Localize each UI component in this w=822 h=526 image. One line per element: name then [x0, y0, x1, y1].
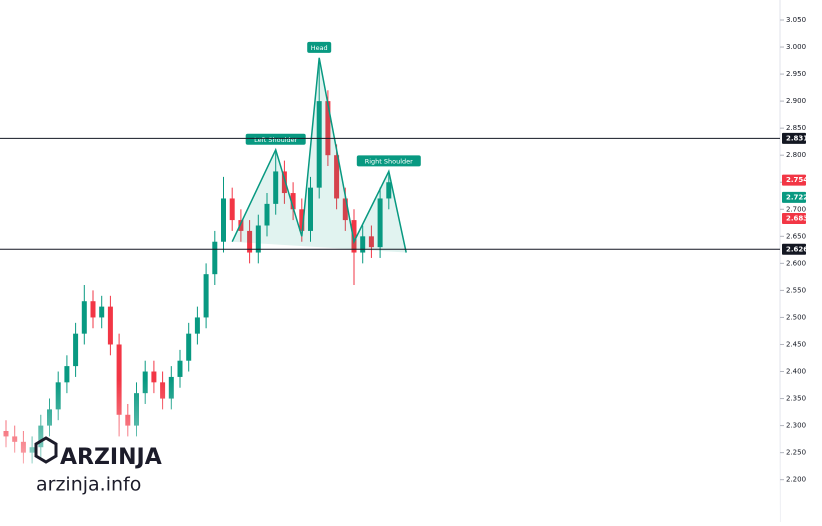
candle-body [177, 360, 183, 377]
y-tick-label: 2.950 [786, 70, 806, 78]
candle-body [255, 225, 261, 253]
y-tick-label: 2.550 [786, 286, 806, 294]
candle-body [238, 220, 244, 231]
annotation: Left Shoulder [254, 136, 298, 144]
candle-body [264, 203, 270, 226]
price-label-box [782, 174, 806, 186]
candle-body [377, 198, 383, 248]
y-tick-label: 2.800 [786, 151, 806, 159]
watermark: ARZINJA arzinja.info [34, 436, 162, 496]
y-tick-label: 2.200 [786, 476, 806, 484]
candle-body [90, 301, 96, 318]
candle-body [151, 371, 157, 383]
price-label: 2.626 [786, 245, 808, 253]
y-tick-label: 2.600 [786, 259, 806, 267]
annotation-box [307, 41, 332, 53]
price-label-box [782, 132, 806, 144]
candle-body [203, 274, 209, 318]
candle-body [281, 171, 287, 194]
fade-overlay [0, 380, 780, 522]
annotation: Right Shoulder [365, 157, 413, 165]
pattern-line [231, 57, 407, 253]
candle-body [308, 187, 313, 231]
y-tick-label: 3.000 [786, 43, 806, 51]
candle-body [221, 198, 226, 242]
candle-body [229, 198, 235, 221]
price-label: 2.754 [786, 176, 808, 184]
y-tick-label: 2.300 [786, 422, 806, 430]
candle-body [368, 236, 374, 248]
candle-body [99, 306, 105, 318]
candle-body [194, 317, 200, 334]
candle-body [81, 301, 87, 334]
y-tick-label: 2.900 [786, 97, 806, 105]
pattern-fill [232, 57, 407, 253]
candle-body [73, 333, 79, 367]
y-tick-label: 2.500 [786, 313, 806, 321]
annotation-box [356, 155, 421, 167]
candle-body [212, 241, 218, 275]
y-tick-label: 2.650 [786, 232, 806, 240]
y-tick-label: 2.350 [786, 395, 806, 403]
candle-body [186, 333, 192, 361]
price-label-box [782, 212, 806, 224]
candle-body [116, 344, 122, 415]
y-tick-label: 2.450 [786, 340, 806, 348]
candle-body [290, 193, 296, 210]
price-label: 2.831 [786, 134, 808, 142]
candle-body [273, 171, 279, 204]
logo [34, 436, 58, 464]
annotation: Head [311, 44, 328, 52]
candle-body [334, 155, 340, 199]
price-label: 2.683 [786, 214, 808, 222]
candle-body [107, 306, 113, 345]
candle-body [299, 209, 305, 231]
y-tick-label: 2.400 [786, 368, 806, 376]
price-label: 2.722 [786, 193, 808, 201]
candle-body [316, 101, 322, 188]
candle-body [64, 366, 70, 383]
y-tick-label: 2.850 [786, 124, 806, 132]
candle-body [325, 101, 331, 156]
brand: ARZINJA [60, 445, 162, 470]
price-label-box [782, 191, 806, 203]
y-tick-label: 3.050 [786, 16, 806, 24]
candle-body [360, 236, 366, 253]
candle-body [342, 198, 348, 221]
y-tick-label: 2.700 [786, 205, 806, 213]
candle-body [247, 230, 253, 253]
annotation-box [245, 133, 306, 145]
y-tick-label: 2.250 [786, 449, 806, 457]
candle-body [386, 182, 392, 199]
price-label-box [782, 243, 806, 255]
candle-body [351, 220, 357, 253]
site: arzinja.info [36, 474, 141, 496]
